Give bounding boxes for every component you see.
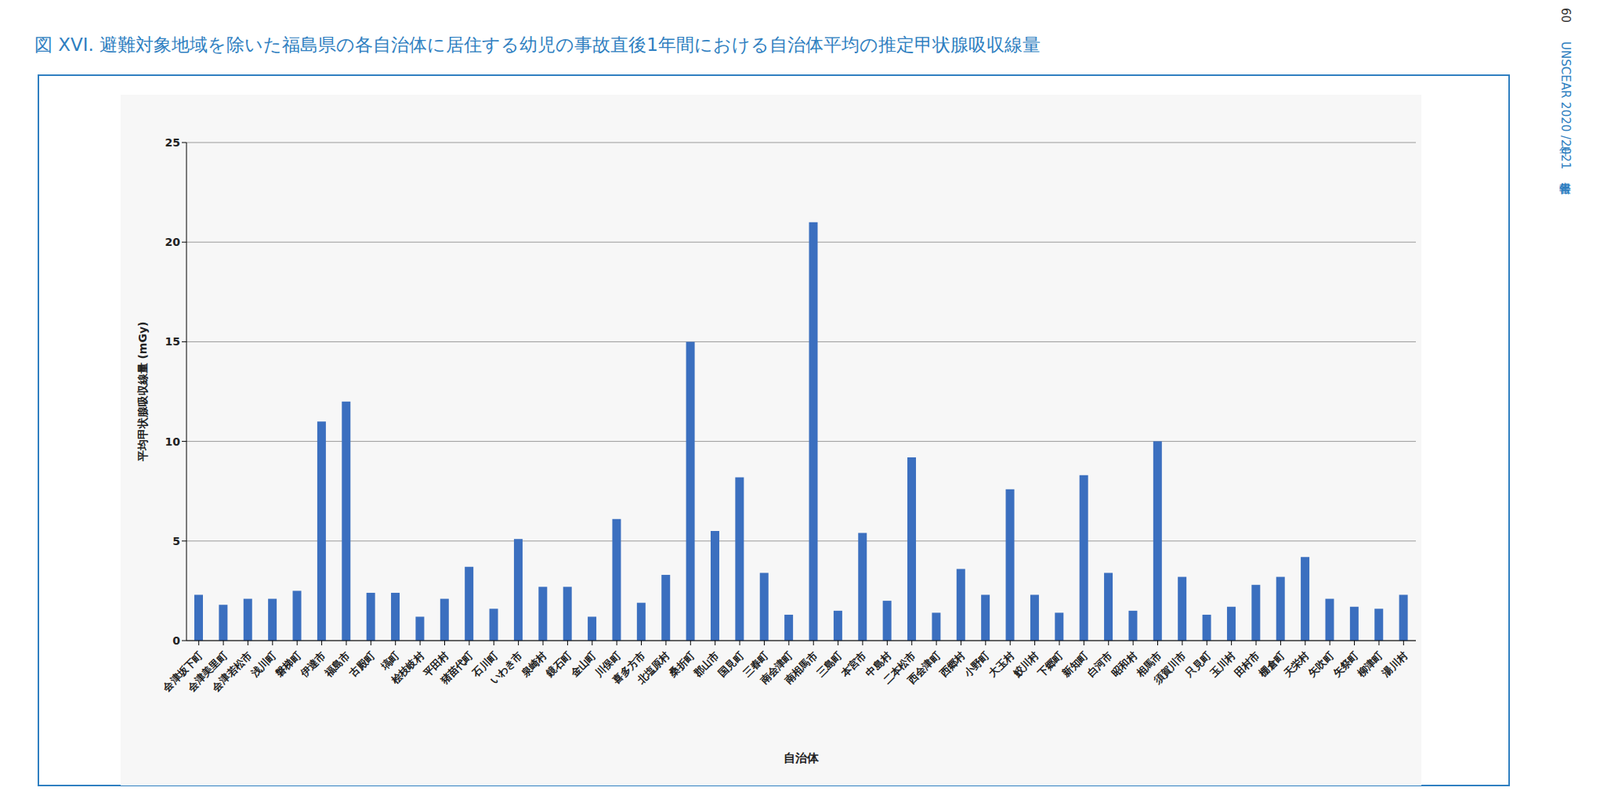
- svg-text:三島町: 三島町: [814, 649, 844, 680]
- svg-text:福島市: 福島市: [322, 649, 353, 681]
- svg-text:塙町: 塙町: [378, 649, 402, 673]
- svg-text:会津美里町: 会津美里町: [185, 649, 230, 694]
- svg-text:金山町: 金山町: [568, 649, 599, 681]
- svg-text:古殿町: 古殿町: [346, 649, 377, 681]
- svg-text:須賀川市: 須賀川市: [1151, 649, 1189, 688]
- svg-text:矢吹町: 矢吹町: [1305, 649, 1336, 681]
- svg-text:国見町: 国見町: [716, 649, 746, 680]
- html-text:自治体: 自治体: [783, 751, 819, 766]
- svg-text:湯川村: 湯川村: [1379, 649, 1410, 681]
- svg-text:石川町: 石川町: [469, 649, 500, 680]
- svg-text:矢祭町: 矢祭町: [1329, 649, 1361, 681]
- svg-text:本宮市: 本宮市: [838, 649, 869, 681]
- svg-text:柳津町: 柳津町: [1354, 649, 1386, 681]
- svg-text:桧枝岐村: 桧枝岐村: [388, 649, 427, 688]
- html-text:UNSCEAR 2020 年/2021 年報告書: UNSCEAR 2020 年/2021 年報告書: [1558, 41, 1573, 174]
- svg-text:下郷町: 下郷町: [1035, 649, 1066, 681]
- svg-text:棚倉町: 棚倉町: [1256, 649, 1287, 681]
- svg-text:南会津町: 南会津町: [757, 649, 795, 687]
- html-text:60: 60: [1558, 7, 1573, 23]
- svg-text:南相馬市: 南相馬市: [781, 649, 820, 688]
- svg-text:15: 15: [165, 335, 181, 348]
- svg-text:郡山市: 郡山市: [691, 649, 722, 681]
- svg-text:北塩原村: 北塩原村: [634, 649, 673, 688]
- svg-text:20: 20: [165, 235, 181, 249]
- svg-text:5: 5: [172, 535, 181, 548]
- svg-text:大玉村: 大玉村: [986, 649, 1017, 680]
- svg-text:平田村: 平田村: [420, 649, 451, 680]
- svg-text:只見町: 只見町: [1182, 649, 1213, 681]
- svg-text:鏡石町: 鏡石町: [542, 649, 574, 681]
- svg-text:田村市: 田村市: [1232, 649, 1263, 680]
- svg-text:二本松市: 二本松市: [880, 649, 918, 687]
- svg-text:天栄村: 天栄村: [1281, 649, 1312, 681]
- svg-text:0: 0: [172, 634, 181, 648]
- svg-text:白河市: 白河市: [1084, 649, 1115, 680]
- svg-text:10: 10: [165, 435, 181, 449]
- svg-text:平均甲状腺吸収線量 (mGy): 平均甲状腺吸収線量 (mGy): [136, 322, 149, 464]
- svg-text:いわき市: いわき市: [487, 649, 525, 687]
- svg-text:伊達市: 伊達市: [296, 649, 328, 681]
- svg-text:西会津町: 西会津町: [904, 649, 943, 688]
- svg-text:喜多方市: 喜多方市: [610, 649, 648, 687]
- svg-text:小野町: 小野町: [961, 649, 992, 681]
- svg-text:西郷村: 西郷村: [936, 649, 967, 681]
- html-text:図 XVI. 避難対象地域を除いた福島県の各自治体に居住する: 図 XVI. 避難対象地域を除いた福島県の各自治体に居住する幼児の事故直後1年間…: [34, 34, 1041, 55]
- svg-text:三春町: 三春町: [740, 649, 771, 680]
- svg-text:相馬市: 相馬市: [1133, 649, 1164, 680]
- svg-text:新知町: 新知町: [1059, 649, 1090, 681]
- svg-text:磐梯町: 磐梯町: [272, 649, 304, 681]
- svg-text:桑折町: 桑折町: [666, 649, 697, 681]
- svg-text:鮫川村: 鮫川村: [1009, 649, 1041, 681]
- svg-text:浅川町: 浅川町: [248, 649, 279, 681]
- svg-text:玉川村: 玉川村: [1207, 649, 1239, 681]
- svg-text:川俣町: 川俣町: [592, 649, 623, 680]
- svg-text:会津坂下町: 会津坂下町: [160, 649, 205, 694]
- svg-text:中島村: 中島村: [863, 649, 894, 680]
- svg-text:会津若松市: 会津若松市: [209, 649, 254, 695]
- svg-text:猪苗代町: 猪苗代町: [438, 649, 476, 688]
- svg-text:昭和村: 昭和村: [1109, 649, 1140, 680]
- svg-text:泉崎村: 泉崎村: [518, 649, 550, 681]
- svg-text:25: 25: [165, 136, 181, 149]
